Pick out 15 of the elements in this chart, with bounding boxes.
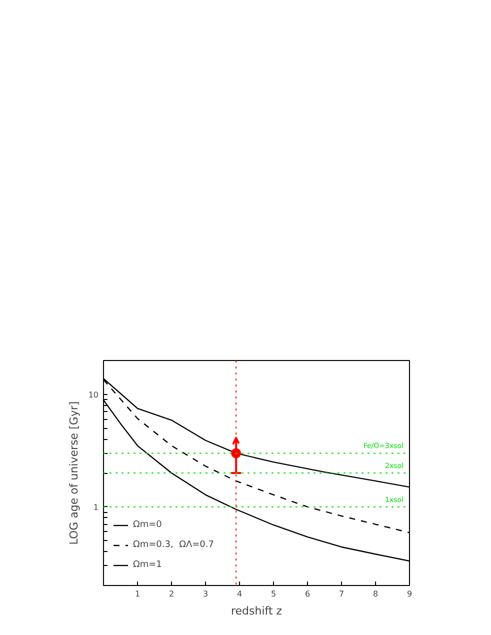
legend-label: Ωm=0: [133, 519, 162, 532]
x-tick-label: 9: [406, 590, 412, 598]
x-tick-label: 8: [372, 590, 378, 598]
x-axis-title: redshift z: [230, 604, 282, 618]
x-tick-label: 7: [338, 590, 344, 598]
legend-label: Ωm=1: [133, 559, 162, 572]
x-tick-label: 3: [202, 590, 208, 598]
y-axis-title: LOG age of universe [Gyr]: [67, 401, 80, 545]
x-tick-label: 4: [236, 590, 242, 598]
x-tick-label: 2: [168, 590, 174, 598]
x-tick-label: 5: [270, 590, 276, 598]
legend-label: Ωm=0.3, ΩΛ=0.7: [133, 539, 214, 552]
x-tick-label: 1: [134, 590, 140, 598]
y-tick-label: 10: [88, 390, 99, 400]
x-tick-label: 6: [304, 590, 310, 598]
